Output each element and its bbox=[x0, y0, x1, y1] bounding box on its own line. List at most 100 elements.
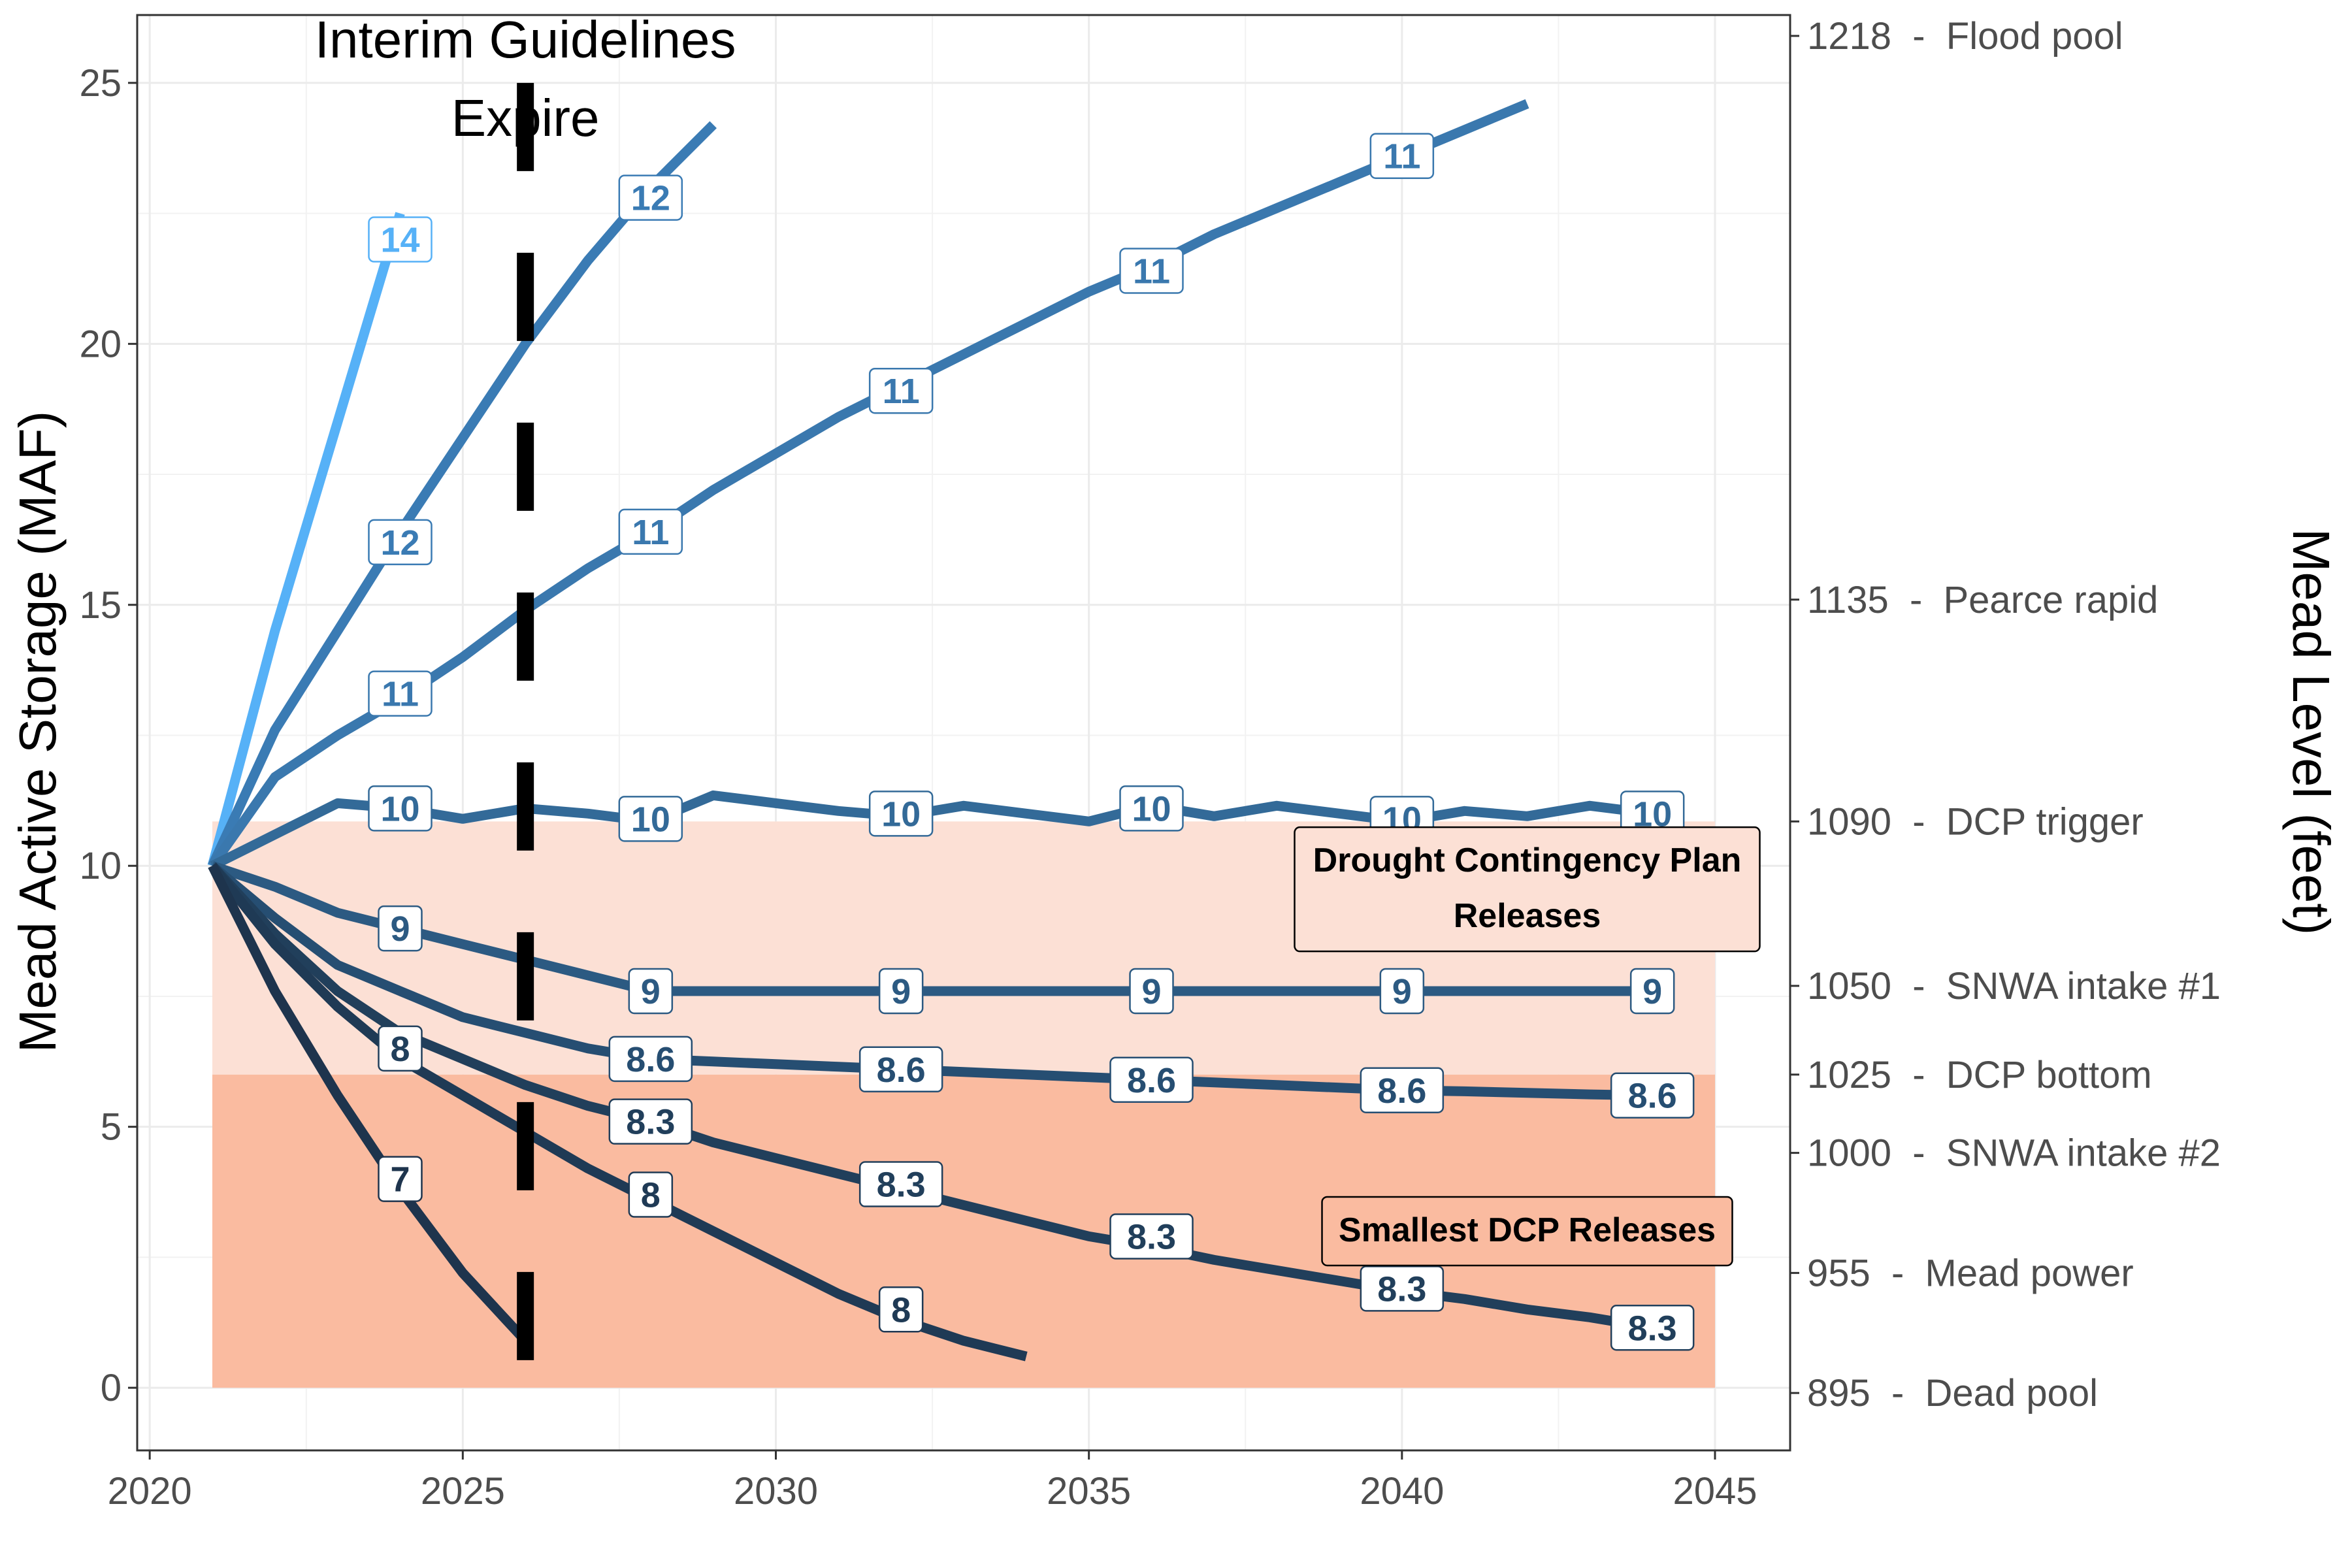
annotation-text: Releases bbox=[1454, 897, 1601, 935]
point-label-box bbox=[368, 216, 433, 263]
y2-tick-label: 1135 - Pearce rapid bbox=[1807, 579, 2158, 621]
point-label-text: 8.3 bbox=[1628, 1309, 1677, 1348]
point-label: 9 bbox=[1129, 968, 1174, 1015]
point-label-box bbox=[608, 1036, 693, 1083]
interim-guidelines-label: Expire bbox=[451, 89, 600, 147]
y2-tick-label: 1050 - SNWA intake #1 bbox=[1807, 965, 2221, 1007]
point-label-text: 10 bbox=[631, 800, 670, 839]
point-label-box bbox=[1360, 1266, 1445, 1312]
point-label-text: 9 bbox=[1642, 972, 1662, 1011]
point-label-box bbox=[1369, 133, 1435, 179]
x-tick-label: 2025 bbox=[421, 1470, 505, 1512]
point-label: 8 bbox=[628, 1171, 674, 1218]
point-label-box bbox=[858, 1046, 943, 1093]
x-tick-label: 2040 bbox=[1360, 1470, 1444, 1512]
point-label: 12 bbox=[618, 174, 683, 221]
point-label: 11 bbox=[618, 508, 683, 555]
point-label-text: 14 bbox=[380, 221, 419, 260]
point-label-text: 8.6 bbox=[626, 1040, 675, 1079]
point-label-box bbox=[1109, 1056, 1194, 1103]
panel-border bbox=[136, 14, 1791, 1452]
point-label: 10 bbox=[868, 791, 934, 837]
y-tick-label: 20 bbox=[79, 323, 122, 365]
y-tick-label: 15 bbox=[79, 584, 122, 627]
y-tick-label: 0 bbox=[101, 1367, 122, 1409]
y2-tick-label: 1000 - SNWA intake #2 bbox=[1807, 1132, 2221, 1175]
point-label: 9 bbox=[628, 968, 674, 1015]
interim-guidelines-label: Interim Guidelines bbox=[315, 10, 736, 69]
point-label-box bbox=[1129, 968, 1174, 1015]
point-label-text: 8.6 bbox=[877, 1051, 926, 1090]
point-label-box bbox=[878, 968, 924, 1015]
point-label-text: 11 bbox=[1383, 137, 1420, 176]
point-label: 8.3 bbox=[1360, 1266, 1445, 1312]
y2-tick-label: 1025 - DCP bottom bbox=[1807, 1054, 2152, 1096]
point-label-text: 9 bbox=[1141, 972, 1161, 1011]
annotation-text: Smallest DCP Releases bbox=[1339, 1211, 1716, 1249]
point-label-box bbox=[628, 1171, 674, 1218]
point-label-box bbox=[378, 1025, 423, 1072]
point-label-box bbox=[628, 968, 674, 1015]
x-tick-label: 2045 bbox=[1673, 1470, 1757, 1512]
point-label: 8.3 bbox=[1610, 1305, 1695, 1351]
x-tick-label: 2035 bbox=[1047, 1470, 1131, 1512]
y-axis-title: Mead Active Storage (MAF) bbox=[8, 411, 67, 1053]
y2-tick-label: 955 - Mead power bbox=[1807, 1252, 2134, 1294]
point-label-box bbox=[378, 1156, 423, 1202]
y2-tick-label: 1218 - Flood pool bbox=[1807, 15, 2123, 57]
y-tick-label: 5 bbox=[101, 1106, 122, 1149]
point-label-text: 7 bbox=[390, 1160, 410, 1200]
point-label: 11 bbox=[1119, 248, 1184, 294]
y-tick-label: 25 bbox=[79, 62, 122, 105]
point-label-text: 8.3 bbox=[877, 1166, 926, 1205]
point-label-text: 12 bbox=[631, 179, 670, 218]
point-label: 8.6 bbox=[1109, 1056, 1194, 1103]
annotation-1: Smallest DCP Releases bbox=[1321, 1196, 1733, 1267]
x-tick-label: 2020 bbox=[108, 1470, 192, 1512]
point-label-box bbox=[1119, 248, 1184, 294]
point-label-text: 11 bbox=[1133, 252, 1170, 291]
x-tick-label: 2030 bbox=[734, 1470, 818, 1512]
y2-tick-label: 1090 - DCP trigger bbox=[1807, 800, 2144, 843]
point-label: 8.6 bbox=[1360, 1067, 1445, 1114]
y2-tick-label: 895 - Dead pool bbox=[1807, 1372, 2098, 1414]
point-label: 10 bbox=[618, 796, 683, 842]
point-label: 8 bbox=[378, 1025, 423, 1072]
point-label-box bbox=[1379, 968, 1425, 1015]
point-label-text: 12 bbox=[380, 523, 419, 563]
point-label: 14 bbox=[368, 216, 433, 263]
point-label: 11 bbox=[868, 367, 934, 414]
point-label-text: 8.3 bbox=[1377, 1269, 1426, 1309]
series-line-8 bbox=[208, 863, 529, 1345]
annotation-text: Drought Contingency Plan bbox=[1313, 841, 1742, 879]
point-label: 7 bbox=[378, 1156, 423, 1202]
point-label-text: 11 bbox=[382, 675, 419, 714]
point-label-text: 8 bbox=[390, 1030, 410, 1069]
annotation-box bbox=[1294, 826, 1761, 953]
point-label-text: 8 bbox=[641, 1176, 661, 1215]
point-label: 9 bbox=[1379, 968, 1425, 1015]
point-label-text: 9 bbox=[641, 972, 661, 1011]
point-label-text: 8.6 bbox=[1127, 1061, 1176, 1100]
secondary-y-axis-title: Mead Level (feet) bbox=[2282, 529, 2340, 936]
point-label-text: 8.3 bbox=[626, 1103, 675, 1142]
point-label-text: 10 bbox=[881, 794, 921, 834]
point-label: 9 bbox=[378, 905, 423, 952]
point-label-box bbox=[378, 905, 423, 952]
point-label-box bbox=[858, 1161, 943, 1207]
point-label-text: 10 bbox=[380, 789, 419, 828]
y-axis: 0 5 10 15 20 25 bbox=[79, 62, 137, 1409]
point-label-text: 11 bbox=[883, 372, 920, 411]
point-label-box bbox=[618, 796, 683, 842]
annotations: Drought Contingency Plan Releases Smallest… bbox=[1294, 826, 1761, 1267]
point-label: 8 bbox=[878, 1286, 924, 1333]
point-label-text: 9 bbox=[390, 909, 410, 949]
point-label: 8.3 bbox=[1109, 1213, 1194, 1260]
point-label-box bbox=[618, 508, 683, 555]
point-label: 8.3 bbox=[858, 1161, 943, 1207]
point-label-box bbox=[368, 670, 433, 717]
point-label-text: 8.6 bbox=[1377, 1071, 1426, 1111]
annotation-0: Drought Contingency Plan Releases bbox=[1294, 826, 1761, 953]
point-label-box bbox=[608, 1098, 693, 1145]
